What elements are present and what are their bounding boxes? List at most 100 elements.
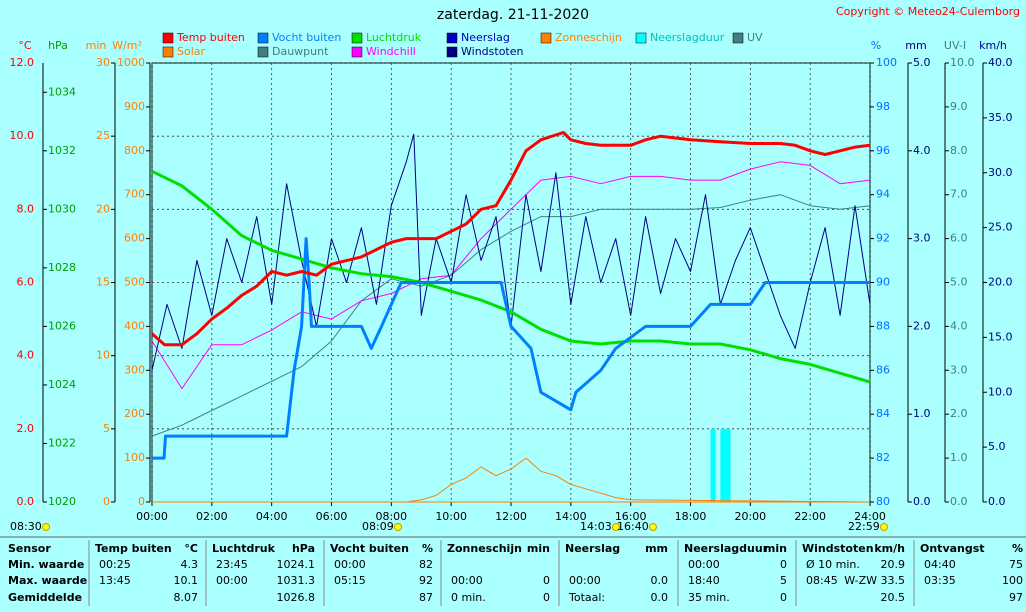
table-cell: 0.0 — [651, 591, 669, 604]
y-tick-label: 1026 — [48, 319, 76, 332]
y-tick-label: 8.0 — [950, 144, 968, 157]
table-header: % — [1012, 542, 1023, 555]
table-header: °C — [184, 542, 198, 555]
series-line — [151, 131, 871, 347]
y-tick-label: 10.0 — [950, 56, 975, 69]
series-line — [151, 169, 871, 384]
table-cell: 4.3 — [181, 558, 199, 571]
x-tick-label: 00:00 — [136, 510, 168, 523]
y-tick-label: 0 — [138, 495, 145, 508]
y-tick-label: 3.0 — [913, 232, 931, 245]
legend-label: Luchtdruk — [366, 31, 422, 44]
axis-unit: W/m² — [112, 39, 142, 52]
y-tick-label: 0.0 — [17, 495, 35, 508]
legend-swatch — [540, 32, 552, 44]
y-tick-label: 3.0 — [950, 363, 968, 376]
table-header: min — [527, 542, 550, 555]
y-tick-label: 0.0 — [988, 495, 1006, 508]
x-tick-label: 06:00 — [316, 510, 348, 523]
y-tick-label: 30 — [96, 56, 110, 69]
table-cell: 04:40 — [924, 558, 956, 571]
x-tick-label: 12:00 — [495, 510, 527, 523]
sun-icon — [42, 523, 50, 531]
table-cell: 82 — [419, 558, 433, 571]
table-header: % — [422, 542, 433, 555]
annotation: 16:40 — [617, 520, 649, 533]
axis-unit: min — [86, 39, 107, 52]
sun-icon — [612, 523, 620, 531]
legend-label: Neerslagduur — [650, 31, 725, 44]
legend-swatch — [257, 32, 269, 44]
y-tick-label: 0 — [103, 495, 110, 508]
table-cell: 00:00 — [216, 574, 248, 587]
legend-swatch — [635, 32, 647, 44]
table-cell: 10.1 — [174, 574, 199, 587]
y-tick-label: 80 — [876, 495, 890, 508]
annotation: 22:59 — [848, 520, 880, 533]
table-cell: 00:00 — [569, 574, 601, 587]
table-cell: 00:25 — [99, 558, 131, 571]
series-line — [152, 457, 871, 503]
table-header: Windstoten — [802, 542, 874, 555]
y-tick-label: 1020 — [48, 495, 76, 508]
sun-icon — [649, 523, 657, 531]
y-tick-label: 7.0 — [950, 188, 968, 201]
table-cell: 05:15 — [334, 574, 366, 587]
y-tick-label: 10 — [96, 349, 110, 362]
y-tick-label: 90 — [876, 276, 890, 289]
table-cell: 0 min. — [451, 591, 486, 604]
y-tick-label: 86 — [876, 363, 890, 376]
y-tick-label: 10.0 — [988, 385, 1013, 398]
y-tick-label: 40.0 — [988, 56, 1013, 69]
y-tick-label: 900 — [124, 100, 145, 113]
y-tick-label: 8.0 — [17, 202, 35, 215]
table-cell: 1031.3 — [277, 574, 316, 587]
y-tick-label: 20 — [96, 202, 110, 215]
legend-swatch — [257, 46, 269, 58]
legend-swatch — [446, 32, 458, 44]
y-tick-label: 9.0 — [950, 100, 968, 113]
table-cell: 0 — [780, 591, 787, 604]
row-label: Max. waarde — [8, 574, 87, 587]
y-tick-label: 1034 — [48, 85, 76, 98]
y-tick-label: 12.0 — [10, 56, 35, 69]
y-tick-label: 6.0 — [17, 276, 35, 289]
table-header: Neerslagduur — [684, 542, 769, 555]
table-cell: Ø 10 min. — [806, 558, 860, 571]
y-tick-label: 20.0 — [988, 276, 1013, 289]
y-tick-label: 500 — [124, 276, 145, 289]
x-tick-label: 24:00 — [854, 510, 886, 523]
table-header: Temp buiten — [95, 542, 172, 555]
axis-unit: km/h — [979, 39, 1007, 52]
y-tick-label: 1032 — [48, 144, 76, 157]
legend-label: Dauwpunt — [272, 45, 329, 58]
x-tick-label: 10:00 — [435, 510, 467, 523]
y-tick-label: 700 — [124, 188, 145, 201]
y-tick-label: 300 — [124, 363, 145, 376]
table-cell: 100 — [1002, 574, 1023, 587]
table-cell: 13:45 — [99, 574, 131, 587]
y-tick-label: 2.0 — [913, 319, 931, 332]
y-tick-label: 0.0 — [950, 495, 968, 508]
y-tick-label: 1022 — [48, 436, 76, 449]
bar — [720, 428, 726, 502]
y-tick-label: 5.0 — [988, 440, 1006, 453]
y-tick-label: 1024 — [48, 378, 76, 391]
axis-unit: UV-I — [944, 39, 966, 52]
bar — [725, 428, 731, 502]
sun-icon — [394, 523, 402, 531]
y-tick-label: 1.0 — [950, 451, 968, 464]
y-tick-label: 25.0 — [988, 221, 1013, 234]
annotation: 14:03 — [580, 520, 612, 533]
x-tick-label: 20:00 — [734, 510, 766, 523]
y-tick-label: 15.0 — [988, 330, 1013, 343]
axis-unit: hPa — [48, 39, 68, 52]
table-header: hPa — [292, 542, 315, 555]
legend-swatch — [162, 32, 174, 44]
table-cell: 20.5 — [881, 591, 906, 604]
table-cell: 0.0 — [651, 574, 669, 587]
y-tick-label: 200 — [124, 407, 145, 420]
y-tick-label: 2.0 — [17, 422, 35, 435]
sun-icon — [880, 523, 888, 531]
